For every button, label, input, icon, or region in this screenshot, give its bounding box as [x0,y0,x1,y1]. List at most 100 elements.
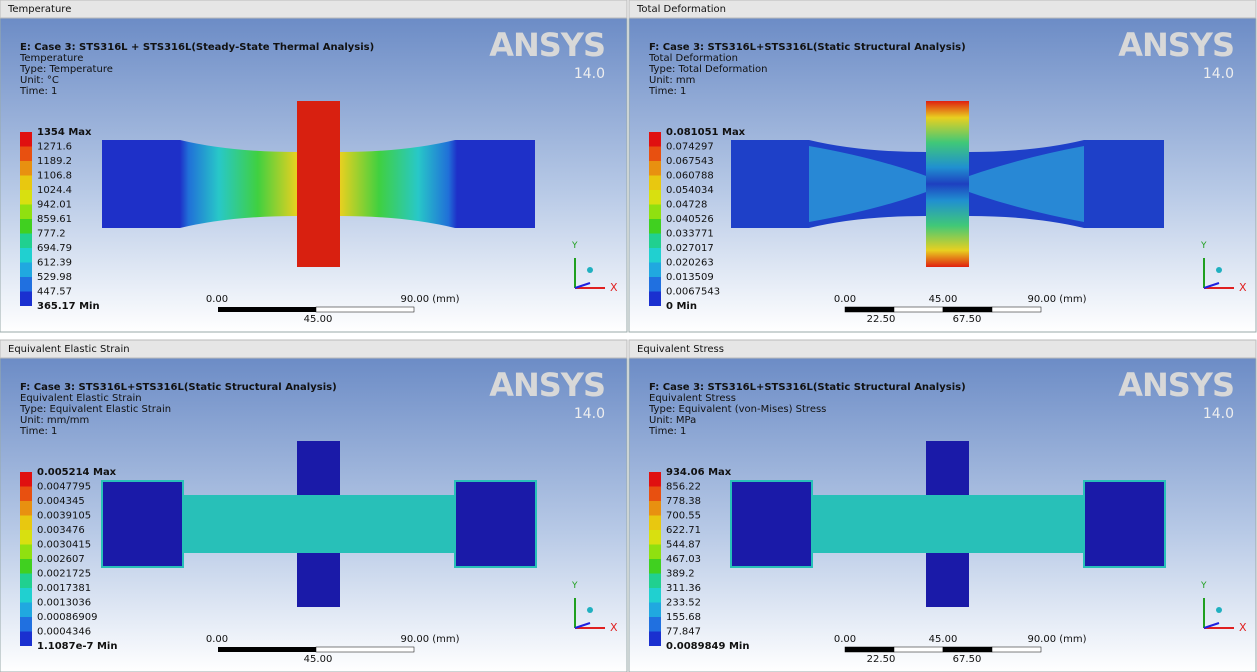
legend-label: 1024.4 [37,185,72,196]
specimen-end [731,481,812,567]
scale-label: 0.00 [834,294,856,305]
header-line: Equivalent Elastic Strain [20,393,142,404]
legend-label: 0.067543 [666,156,714,167]
legend-label: 1106.8 [37,171,72,182]
header-line: Type: Equivalent (von-Mises) Stress [648,404,826,415]
scale-label: 90.00 (mm) [400,294,459,305]
specimen-gage [812,495,1084,553]
header-line: Time: 1 [19,86,57,97]
triad-origin [587,607,593,613]
legend-swatch [20,617,32,632]
header-line: Unit: mm/mm [20,415,89,426]
scale-bar [218,647,316,652]
legend-swatch [649,263,661,278]
legend-swatch [20,205,32,220]
triad-label: X [610,621,618,634]
triad-label: X [1239,281,1247,294]
legend-label: 0.020263 [666,258,714,269]
triad-origin [1216,267,1222,273]
triad-label: Y [571,241,578,251]
scale-bar [316,647,414,652]
legend-label: 612.39 [37,258,72,269]
legend-label: 0.002607 [37,554,85,565]
scale-label: 67.50 [953,314,982,325]
legend-swatch [20,603,32,618]
legend-swatch [20,545,32,560]
scale-bar [943,647,992,652]
legend-swatch [20,487,32,502]
legend-label: 0.040526 [666,214,714,225]
legend-label: 1354 Max [37,127,92,138]
scale-label: 22.50 [867,654,896,665]
legend-swatch [649,487,661,502]
legend-label: 859.61 [37,214,72,225]
legend-label: 0.0089849 Min [666,641,749,652]
legend-label: 694.79 [37,243,72,254]
header-line: F: Case 3: STS316L+STS316L(Static Struct… [649,382,966,393]
legend-swatch [649,147,661,162]
specimen-gage [183,495,455,553]
scale-label: 45.00 [929,634,958,645]
header-line: Total Deformation [648,53,738,64]
scale-bar [943,307,992,312]
legend-label: 700.55 [666,511,701,522]
scale-label: 0.00 [206,294,228,305]
header-line: Unit: mm [649,75,695,86]
legend-swatch [649,219,661,234]
scale-bar [845,647,894,652]
legend-swatch [649,530,661,545]
legend-swatch [649,205,661,220]
scale-label: 90.00 (mm) [400,634,459,645]
ansys-logo: ANSYS [1118,26,1234,64]
scale-label: 90.00 (mm) [1027,294,1086,305]
legend-swatch [20,234,32,249]
header-line: Temperature [19,53,83,64]
legend-swatch [20,632,32,647]
legend-swatch [20,248,32,263]
triad-label: Y [1200,581,1207,591]
scale-bar [992,307,1041,312]
legend-swatch [649,501,661,516]
legend-label: 0.074297 [666,142,714,153]
scale-label: 22.50 [867,314,896,325]
legend-label: 311.36 [666,583,701,594]
specimen-end [102,481,183,567]
legend-label: 77.847 [666,627,701,638]
legend-swatch [20,588,32,603]
legend-swatch [649,292,661,307]
screen: TemperatureE: Case 3: STS316L + STS316L(… [0,0,1257,672]
header-line: Unit: °C [20,75,59,86]
scale-bar [218,307,316,312]
legend-swatch [20,219,32,234]
legend-swatch [20,472,32,487]
ansys-logo: ANSYS [489,366,605,404]
legend-label: 1.1087e-7 Min [37,641,117,652]
legend-label: 155.68 [666,612,701,623]
legend-swatch [649,574,661,589]
legend-label: 0.004345 [37,496,85,507]
legend-label: 778.38 [666,496,701,507]
legend-swatch [649,248,661,263]
header-line: Type: Total Deformation [648,64,768,75]
header-line: Type: Temperature [19,64,113,75]
scale-bar [992,647,1041,652]
legend-swatch [20,501,32,516]
legend-swatch [20,516,32,531]
triad-label: Y [571,581,578,591]
specimen-cross [297,101,340,267]
scale-bar [316,307,414,312]
legend-label: 0.0017381 [37,583,91,594]
result-panel: Equivalent StressF: Case 3: STS316L+STS3… [629,340,1256,672]
legend-label: 0 Min [666,301,697,312]
legend-label: 467.03 [666,554,701,565]
legend-label: 777.2 [37,229,66,240]
legend-swatch [649,277,661,292]
legend-swatch [20,574,32,589]
legend-label: 447.57 [37,287,72,298]
legend-swatch [649,161,661,176]
scale-bar [845,307,894,312]
legend-swatch [649,516,661,531]
legend-swatch [20,147,32,162]
result-panel: Total DeformationF: Case 3: STS316L+STS3… [629,0,1256,332]
